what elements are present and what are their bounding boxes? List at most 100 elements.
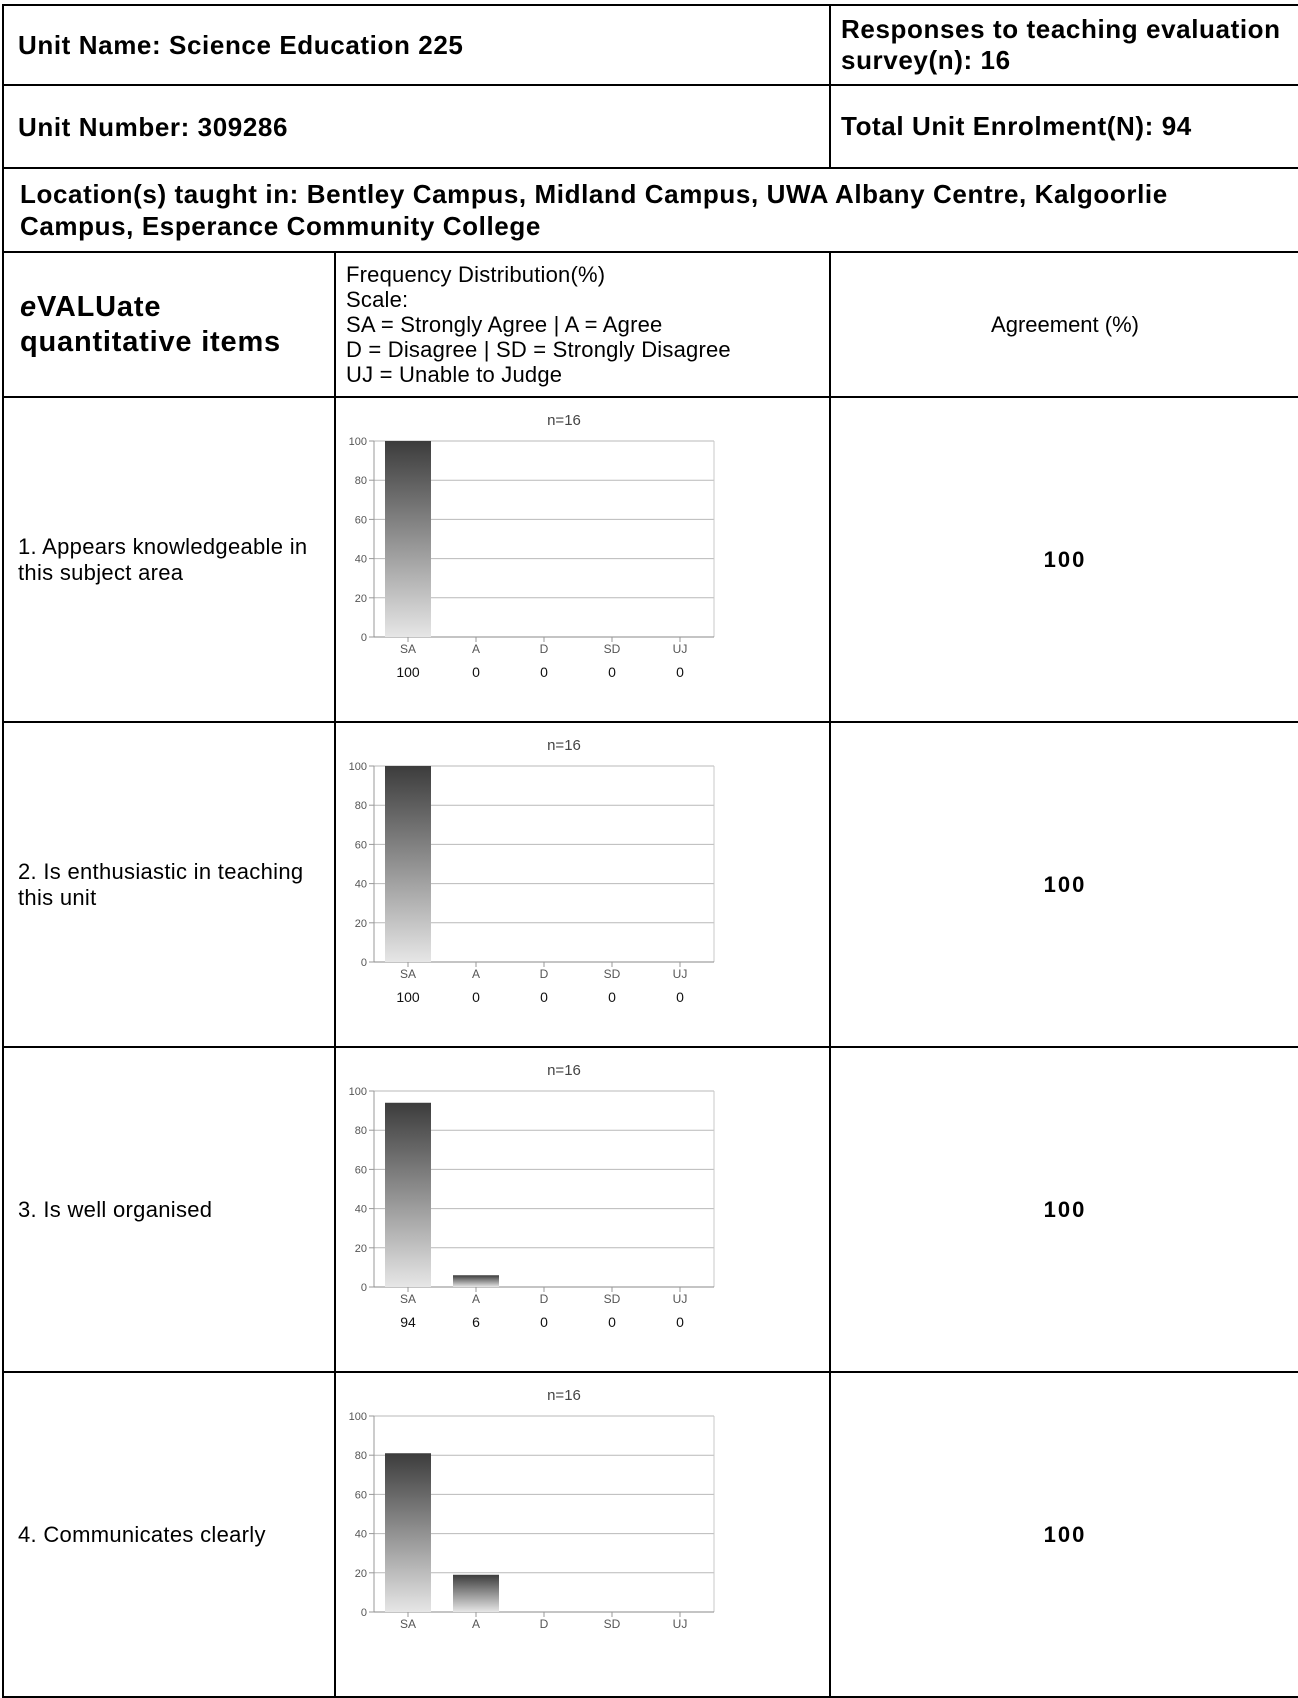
agreement-value: 100 — [829, 396, 1298, 723]
unit-number: Unit Number: 309286 — [1, 84, 832, 169]
y-tick-label: 60 — [355, 514, 367, 526]
bar-sa — [385, 1102, 431, 1287]
x-tick-label: A — [472, 642, 480, 656]
frequency-column-header: Frequency Distribution(%) Scale: SA = St… — [333, 251, 832, 398]
frequency-chart: n=16 0 20 40 60 80 100 SA 94 A 6 D 0 SD 0 UJ 0 — [349, 1062, 715, 1330]
y-tick-label: 80 — [355, 475, 367, 487]
item-row: 3. Is well organised n=16 0 20 40 60 80 100 SA 9… — [2, 1046, 1298, 1373]
frequency-chart-cell: n=16 0 20 40 60 80 100 SA 94 A 6 D 0 SD 0 UJ 0 — [333, 1046, 832, 1373]
value-label: 0 — [608, 1314, 616, 1330]
x-tick-label: D — [540, 1292, 549, 1306]
value-label: 100 — [396, 664, 420, 680]
evaluation-report: Unit Name: Science Education 225 Respons… — [1, 4, 1298, 1698]
value-label: 0 — [608, 664, 616, 680]
item-row: 1. Appears knowledgeable in this subject… — [2, 396, 1298, 723]
y-tick-label: 40 — [355, 1204, 367, 1216]
item-label: 2. Is enthusiastic in teaching this unit — [2, 721, 336, 1048]
unit-name-row: Unit Name: Science Education 225 Respons… — [1, 4, 1298, 86]
y-tick-label: 60 — [355, 839, 367, 851]
x-tick-label: SD — [604, 1292, 621, 1306]
x-tick-label: SA — [400, 1292, 416, 1306]
x-tick-label: SA — [400, 967, 416, 981]
bar-sa — [385, 766, 431, 962]
item-label: 3. Is well organised — [2, 1046, 336, 1373]
y-tick-label: 100 — [349, 436, 367, 448]
y-tick-label: 0 — [361, 1282, 367, 1294]
frequency-chart: n=16 0 20 40 60 80 100 SA A D SD UJ — [349, 1387, 715, 1631]
unit-name: Unit Name: Science Education 225 — [1, 4, 832, 86]
y-tick-label: 100 — [349, 761, 367, 773]
y-tick-label: 20 — [355, 1568, 367, 1580]
items-title: VALUate quantitative items — [20, 290, 281, 358]
chart-title: n=16 — [547, 412, 581, 429]
value-label: 0 — [540, 664, 548, 680]
item-row: 2. Is enthusiastic in teaching this unit… — [2, 721, 1298, 1048]
item-label: 4. Communicates clearly — [2, 1371, 336, 1698]
evaluation-table: Unit Name: Science Education 225 Respons… — [1, 4, 1298, 1698]
locations-row: Location(s) taught in: Bentley Campus, M… — [1, 167, 1298, 253]
chart-title: n=16 — [547, 1387, 581, 1404]
items-title-prefix: e — [20, 290, 37, 323]
x-tick-label: SA — [400, 642, 416, 656]
freq-line-disagree: D = Disagree | SD = Strongly Disagree — [346, 337, 731, 362]
locations: Location(s) taught in: Bentley Campus, M… — [1, 167, 1298, 253]
y-tick-label: 80 — [355, 800, 367, 812]
x-tick-label: UJ — [673, 1617, 688, 1631]
value-label: 0 — [472, 989, 480, 1005]
x-tick-label: A — [472, 967, 480, 981]
x-tick-label: D — [540, 642, 549, 656]
x-tick-label: A — [472, 1292, 480, 1306]
item-row: 4. Communicates clearly n=16 0 20 40 60 80 100… — [2, 1371, 1298, 1698]
chart-title: n=16 — [547, 737, 581, 754]
agreement-column-header: Agreement (%) — [829, 251, 1298, 398]
x-tick-label: SD — [604, 642, 621, 656]
value-label: 0 — [608, 989, 616, 1005]
value-label: 0 — [676, 989, 684, 1005]
chart-title: n=16 — [547, 1062, 581, 1079]
y-tick-label: 60 — [355, 1164, 367, 1176]
x-tick-label: UJ — [673, 967, 688, 981]
total-enrolment: Total Unit Enrolment(N): 94 — [829, 84, 1298, 169]
y-tick-label: 40 — [355, 879, 367, 891]
freq-line-unable: UJ = Unable to Judge — [346, 362, 563, 387]
frequency-chart: n=16 0 20 40 60 80 100 SA 100 A 0 D 0 SD 0 UJ 0 — [349, 412, 715, 680]
freq-line-scale: Scale: — [346, 287, 409, 312]
freq-line-title: Frequency Distribution(%) — [346, 262, 606, 287]
x-tick-label: SD — [604, 1617, 621, 1631]
responses-count: Responses to teaching evaluation survey(… — [829, 4, 1298, 86]
y-tick-label: 0 — [361, 957, 367, 969]
y-tick-label: 100 — [349, 1411, 367, 1423]
value-label: 0 — [540, 989, 548, 1005]
value-label: 100 — [396, 989, 420, 1005]
y-tick-label: 0 — [361, 632, 367, 644]
unit-number-row: Unit Number: 309286 Total Unit Enrolment… — [1, 84, 1298, 169]
y-tick-label: 60 — [355, 1489, 367, 1501]
bar-a — [453, 1574, 499, 1612]
value-label: 0 — [540, 1314, 548, 1330]
x-tick-label: A — [472, 1617, 480, 1631]
bar-sa — [385, 441, 431, 637]
x-tick-label: UJ — [673, 642, 688, 656]
items-column-header: eVALUate quantitative items — [2, 251, 336, 398]
column-header-row: eVALUate quantitative items Frequency Di… — [2, 251, 1298, 398]
y-tick-label: 40 — [355, 1529, 367, 1541]
agreement-value: 100 — [829, 1371, 1298, 1698]
x-tick-label: UJ — [673, 1292, 688, 1306]
value-label: 0 — [676, 1314, 684, 1330]
y-tick-label: 20 — [355, 918, 367, 930]
x-tick-label: SA — [400, 1617, 416, 1631]
freq-line-agree: SA = Strongly Agree | A = Agree — [346, 312, 663, 337]
frequency-chart: n=16 0 20 40 60 80 100 SA 100 A 0 D 0 SD 0 UJ 0 — [349, 737, 715, 1005]
y-tick-label: 80 — [355, 1125, 367, 1137]
value-label: 0 — [676, 664, 684, 680]
y-tick-label: 0 — [361, 1607, 367, 1619]
y-tick-label: 80 — [355, 1450, 367, 1462]
bar-a — [453, 1275, 499, 1287]
x-tick-label: D — [540, 967, 549, 981]
frequency-chart-cell: n=16 0 20 40 60 80 100 SA 100 A 0 D 0 SD 0 UJ 0 — [333, 396, 832, 723]
value-label: 94 — [400, 1314, 416, 1330]
x-tick-label: D — [540, 1617, 549, 1631]
item-label: 1. Appears knowledgeable in this subject… — [2, 396, 336, 723]
y-tick-label: 20 — [355, 593, 367, 605]
y-tick-label: 100 — [349, 1086, 367, 1098]
